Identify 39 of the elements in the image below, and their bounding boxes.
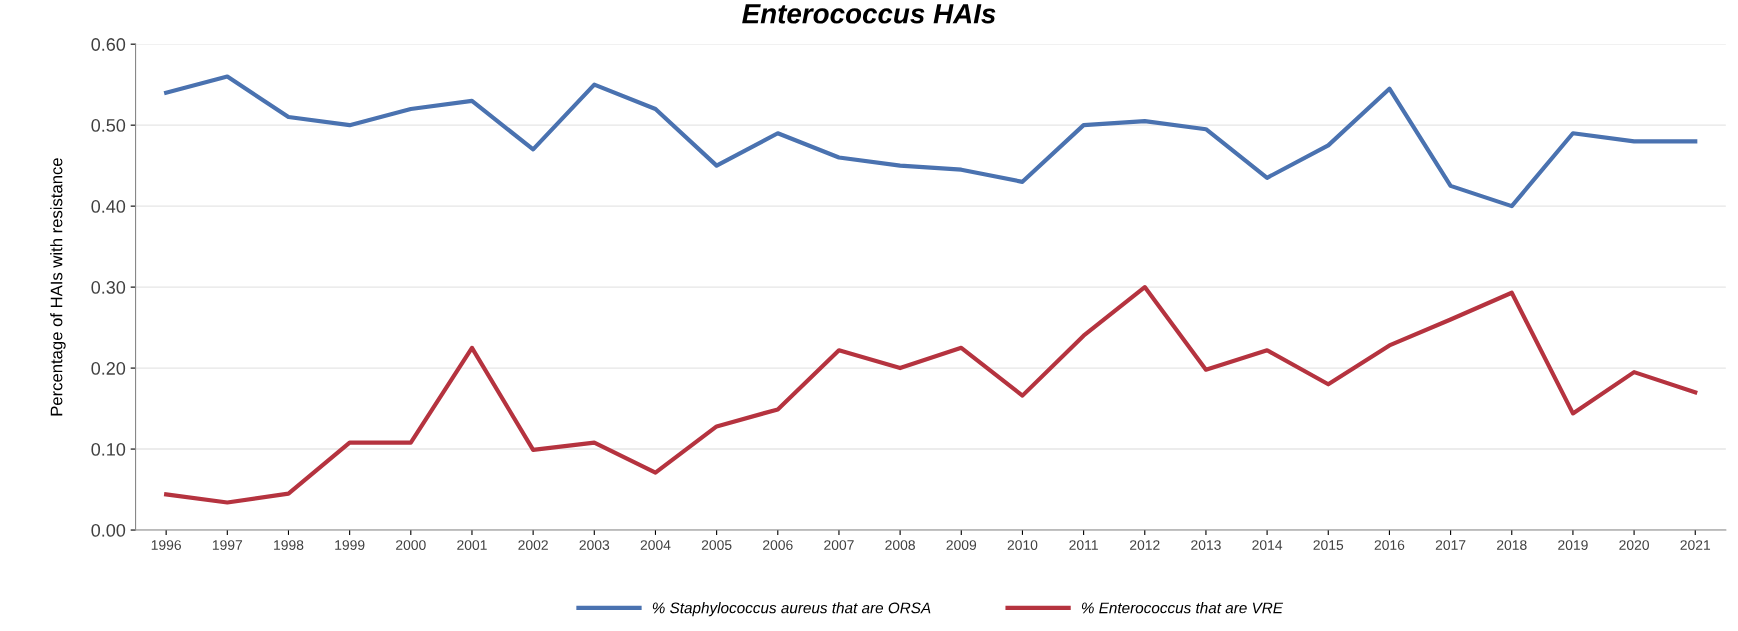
x-tick-label: 2002 <box>518 540 548 550</box>
x-tick-label: 1999 <box>335 540 365 550</box>
line-series <box>164 285 1698 505</box>
x-tick-label: 2018 <box>1497 540 1527 550</box>
x-tick-label: 2001 <box>457 540 487 550</box>
y-tick-label: 0.10 <box>91 443 126 456</box>
x-tick-label: 2016 <box>1374 540 1405 550</box>
x-tick-label: 1998 <box>274 540 304 550</box>
x-tick-label: 2012 <box>1130 540 1160 550</box>
x-tick-label: 1997 <box>212 540 243 550</box>
x-tick-label: 2000 <box>396 540 426 550</box>
x-tick-label: 2020 <box>1619 540 1649 550</box>
x-tick-label: 2006 <box>763 540 793 550</box>
x-tick-label: 2009 <box>946 540 977 550</box>
y-tick-label: 0.00 <box>91 523 126 537</box>
y-tick-label: 0.40 <box>91 200 126 213</box>
x-tick-label: 2007 <box>824 540 854 550</box>
y-tick-label: 0.20 <box>91 362 126 375</box>
x-tick-label: 2015 <box>1313 540 1344 550</box>
x-tick-label: 2017 <box>1435 540 1466 550</box>
x-tick-label: 2010 <box>1007 540 1038 550</box>
line-series <box>164 74 1698 209</box>
y-tick-label: 0.50 <box>91 119 126 132</box>
x-tick-label: 2005 <box>701 540 732 550</box>
y-tick-label: 0.30 <box>91 281 126 294</box>
y-axis-title: Percentage of HAIs with resistance <box>50 158 66 416</box>
chart-title: Enterococcus HAIs <box>742 4 996 24</box>
x-tick-label: 2013 <box>1191 540 1221 550</box>
x-tick-label: 2014 <box>1252 540 1283 550</box>
x-tick-label: 2019 <box>1558 540 1588 550</box>
x-tick-label: 2011 <box>1069 540 1098 550</box>
legend-label: % Staphylococcus aureus that are ORSA <box>652 602 931 617</box>
y-tick-label: 0.60 <box>91 38 126 51</box>
x-tick-label: 2004 <box>640 540 671 550</box>
x-tick-label: 2003 <box>579 540 610 550</box>
x-tick-label: 2008 <box>885 540 915 550</box>
x-tick-label: 1996 <box>151 540 181 550</box>
x-tick-label: 2021 <box>1680 540 1711 550</box>
legend-label: % Enterococcus that are VRE <box>1081 602 1284 614</box>
